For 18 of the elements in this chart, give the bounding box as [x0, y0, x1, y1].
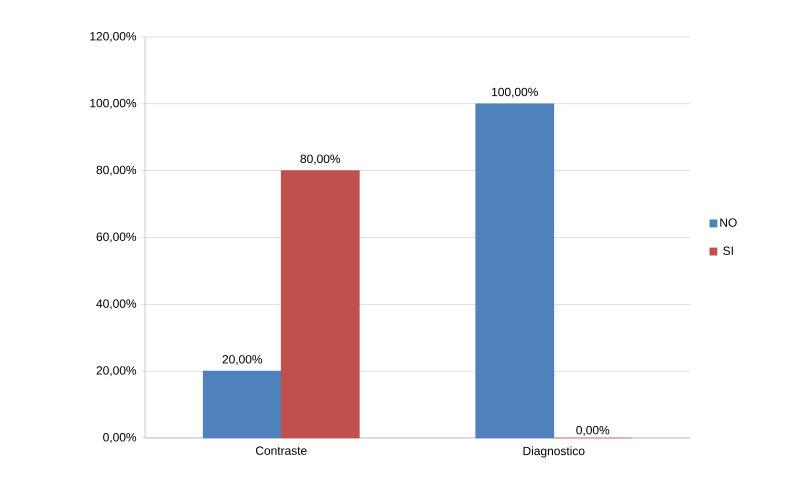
data-label: 80,00%: [300, 154, 340, 164]
legend-label: NO: [720, 218, 737, 227]
legend-label: SI: [723, 246, 733, 255]
bar: [280, 170, 360, 438]
y-tick-label: 100,00%: [90, 98, 136, 109]
bar: [475, 103, 554, 438]
y-tick-label: 0,00%: [103, 433, 136, 443]
data-label: 100,00%: [492, 88, 538, 98]
x-tick-label: Diagnostico: [524, 446, 584, 458]
data-label: 20,00%: [222, 355, 262, 365]
y-tick-label: 60,00%: [96, 232, 136, 242]
y-tick-label: 20,00%: [96, 366, 136, 376]
y-tick-label: 40,00%: [96, 299, 136, 310]
data-label: 0,00%: [576, 426, 610, 436]
y-tick-label: 120,00%: [90, 32, 136, 42]
bar: [202, 370, 282, 438]
x-tick-label: Contraste: [256, 446, 307, 455]
y-tick-label: 80,00%: [96, 166, 136, 176]
